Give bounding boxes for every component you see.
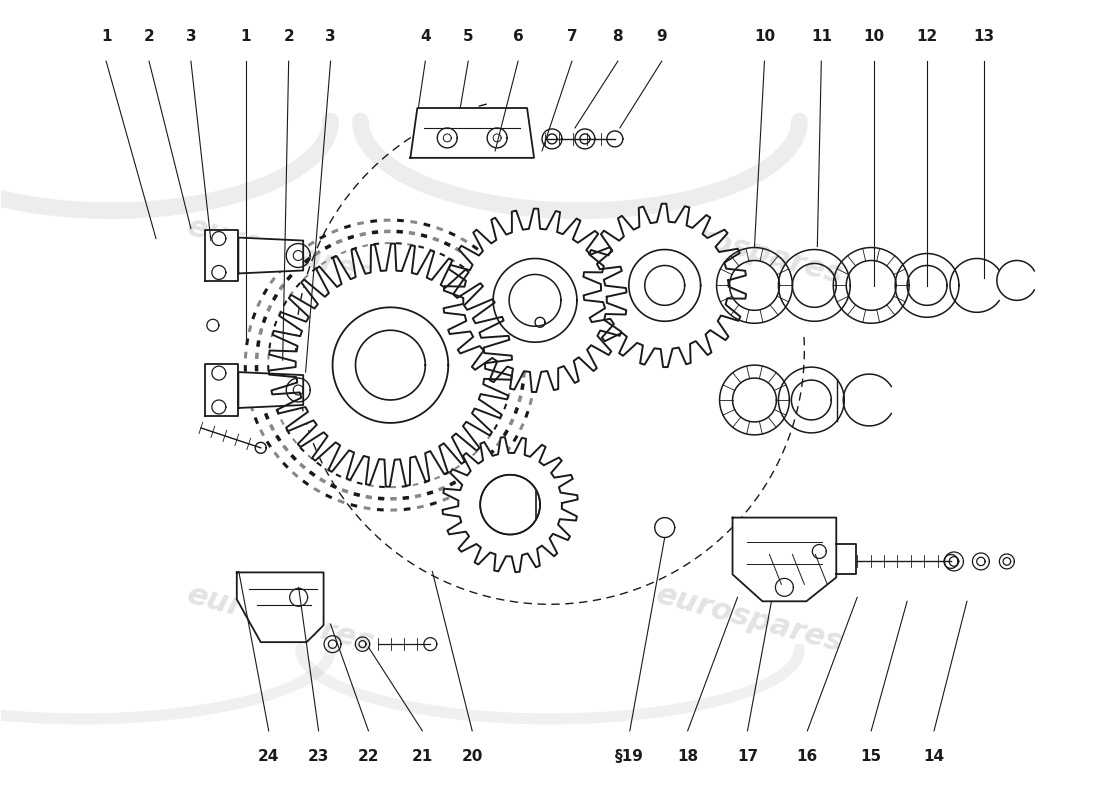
Text: 6: 6 [513,29,524,44]
Text: 17: 17 [737,750,758,764]
Polygon shape [481,474,537,534]
Text: 24: 24 [258,750,279,764]
Text: 5: 5 [463,29,473,44]
Text: 10: 10 [754,29,776,44]
Text: 18: 18 [678,750,698,764]
Text: 16: 16 [796,750,818,764]
Text: §19: §19 [615,750,645,764]
Polygon shape [442,437,578,572]
Text: 23: 23 [308,750,329,764]
Polygon shape [268,243,512,486]
Text: 1: 1 [101,29,111,44]
Polygon shape [239,238,304,274]
Polygon shape [443,209,627,392]
Text: 21: 21 [411,750,433,764]
Polygon shape [733,518,836,602]
Text: 11: 11 [811,29,832,44]
Text: 20: 20 [462,750,483,764]
Text: 22: 22 [358,750,379,764]
Polygon shape [583,204,746,367]
Polygon shape [205,230,239,282]
Text: eurospares: eurospares [652,580,846,658]
Text: 3: 3 [326,29,336,44]
Polygon shape [236,572,323,642]
Text: 2: 2 [284,29,294,44]
Text: 4: 4 [420,29,430,44]
Polygon shape [654,518,674,538]
Text: 10: 10 [864,29,884,44]
Text: 2: 2 [144,29,154,44]
Polygon shape [239,372,304,408]
Polygon shape [410,108,534,158]
Text: 13: 13 [974,29,994,44]
Text: eurospares: eurospares [184,211,377,290]
Text: 15: 15 [860,750,882,764]
Polygon shape [207,319,219,331]
Polygon shape [836,545,856,574]
Text: 8: 8 [613,29,623,44]
Text: 9: 9 [657,29,667,44]
Text: eurospares: eurospares [184,580,377,658]
Text: 14: 14 [924,750,945,764]
Text: 7: 7 [566,29,578,44]
Polygon shape [205,364,239,416]
Text: eurospares: eurospares [652,211,846,290]
Text: 3: 3 [186,29,196,44]
Text: 12: 12 [916,29,937,44]
Polygon shape [535,318,544,327]
Text: 1: 1 [241,29,251,44]
